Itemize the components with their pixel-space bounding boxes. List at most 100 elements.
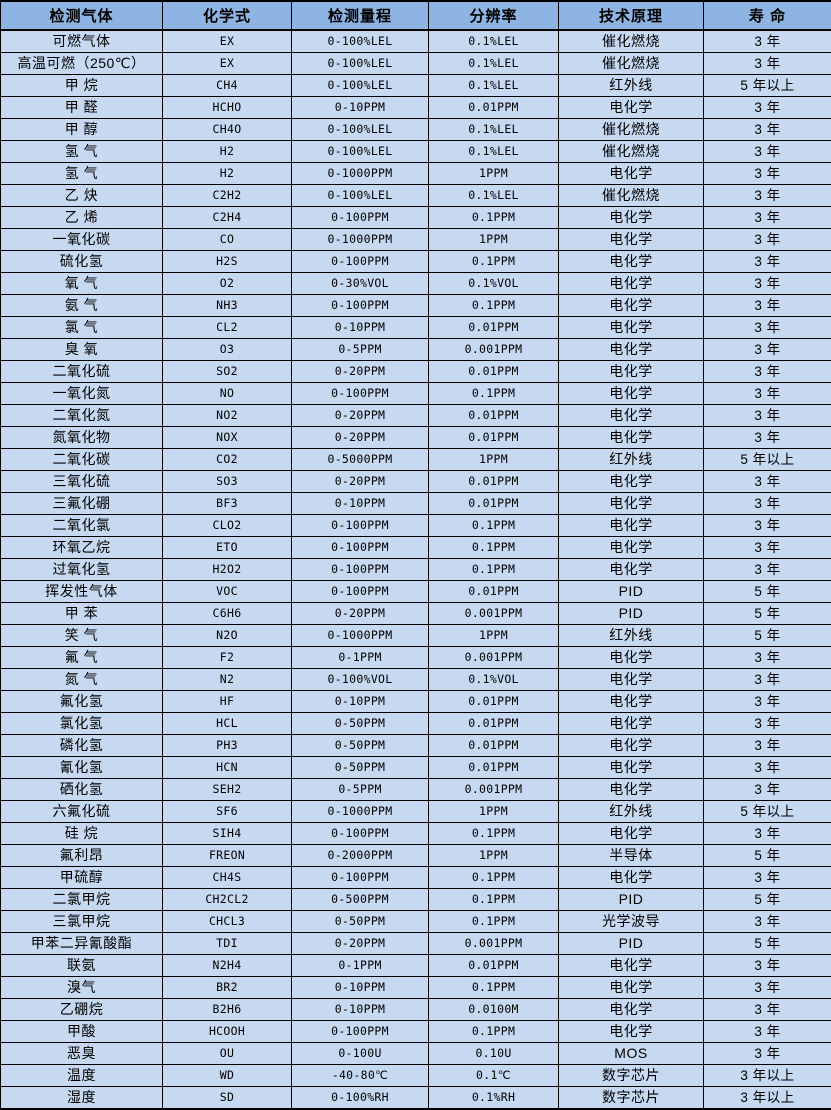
cell-form: VOC <box>163 581 292 603</box>
cell-gas: 过氧化氢 <box>1 559 163 581</box>
cell-res: 0.01PPM <box>429 735 559 757</box>
cell-tech: 电化学 <box>559 207 704 229</box>
cell-res: 0.1%LEL <box>429 141 559 163</box>
cell-life: 3 年 <box>704 97 831 119</box>
column-header-range: 检测量程 <box>292 1 429 30</box>
cell-gas: 硅 烷 <box>1 823 163 845</box>
cell-form: HCL <box>163 713 292 735</box>
cell-res: 0.1PPM <box>429 207 559 229</box>
column-header-resolution: 分辨率 <box>429 1 559 30</box>
cell-range: 0-100PPM <box>292 823 429 845</box>
cell-range: 0-20PPM <box>292 405 429 427</box>
cell-res: 0.1PPM <box>429 911 559 933</box>
cell-gas: 氮氧化物 <box>1 427 163 449</box>
cell-res: 0.001PPM <box>429 603 559 625</box>
cell-form: CO <box>163 229 292 251</box>
cell-tech: 电化学 <box>559 405 704 427</box>
cell-range: 0-100PPM <box>292 515 429 537</box>
cell-range: 0-100PPM <box>292 1021 429 1043</box>
cell-tech: 电化学 <box>559 537 704 559</box>
cell-range: 0-50PPM <box>292 757 429 779</box>
cell-life: 5 年 <box>704 889 831 911</box>
cell-gas: 乙 炔 <box>1 185 163 207</box>
cell-gas: 氢 气 <box>1 141 163 163</box>
cell-tech: 红外线 <box>559 75 704 97</box>
cell-life: 3 年 <box>704 317 831 339</box>
cell-form: F2 <box>163 647 292 669</box>
cell-gas: 臭 氧 <box>1 339 163 361</box>
cell-form: H2O2 <box>163 559 292 581</box>
cell-tech: PID <box>559 581 704 603</box>
cell-res: 0.01PPM <box>429 757 559 779</box>
cell-res: 0.1%VOL <box>429 669 559 691</box>
cell-gas: 氯 气 <box>1 317 163 339</box>
cell-res: 0.001PPM <box>429 647 559 669</box>
cell-form: H2 <box>163 163 292 185</box>
cell-range: 0-10PPM <box>292 97 429 119</box>
cell-tech: 电化学 <box>559 1021 704 1043</box>
cell-form: HCHO <box>163 97 292 119</box>
cell-gas: 二氯甲烷 <box>1 889 163 911</box>
cell-form: CL2 <box>163 317 292 339</box>
table-header: 检测气体 化学式 检测量程 分辨率 技术原理 寿 命 <box>1 1 831 30</box>
cell-life: 5 年 <box>704 603 831 625</box>
cell-tech: 电化学 <box>559 317 704 339</box>
cell-life: 5 年以上 <box>704 801 831 823</box>
cell-life: 3 年 <box>704 911 831 933</box>
cell-form: HCN <box>163 757 292 779</box>
cell-range: 0-100U <box>292 1043 429 1065</box>
cell-tech: 电化学 <box>559 999 704 1021</box>
cell-gas: 一氧化碳 <box>1 229 163 251</box>
cell-life: 3 年 <box>704 757 831 779</box>
cell-form: NO2 <box>163 405 292 427</box>
cell-form: CHCL3 <box>163 911 292 933</box>
cell-range: 0-10PPM <box>292 977 429 999</box>
cell-range: 0-100PPM <box>292 251 429 273</box>
cell-res: 0.1%LEL <box>429 53 559 75</box>
cell-res: 0.01PPM <box>429 97 559 119</box>
cell-form: CO2 <box>163 449 292 471</box>
cell-range: 0-30%VOL <box>292 273 429 295</box>
cell-tech: 催化燃烧 <box>559 119 704 141</box>
cell-res: 0.0100M <box>429 999 559 1021</box>
cell-range: -40-80℃ <box>292 1065 429 1087</box>
cell-gas: 恶臭 <box>1 1043 163 1065</box>
cell-gas: 氮 气 <box>1 669 163 691</box>
cell-life: 3 年 <box>704 30 831 53</box>
cell-tech: 数字芯片 <box>559 1087 704 1110</box>
column-header-lifespan: 寿 命 <box>704 1 831 30</box>
cell-tech: 电化学 <box>559 427 704 449</box>
cell-form: NH3 <box>163 295 292 317</box>
cell-life: 3 年 <box>704 405 831 427</box>
cell-tech: 数字芯片 <box>559 1065 704 1087</box>
cell-range: 0-100%LEL <box>292 141 429 163</box>
cell-range: 0-20PPM <box>292 603 429 625</box>
cell-life: 5 年 <box>704 933 831 955</box>
cell-life: 3 年 <box>704 295 831 317</box>
cell-form: H2S <box>163 251 292 273</box>
cell-form: CH4S <box>163 867 292 889</box>
cell-tech: 催化燃烧 <box>559 30 704 53</box>
cell-tech: 光学波导 <box>559 911 704 933</box>
cell-res: 0.01PPM <box>429 317 559 339</box>
cell-range: 0-2000PPM <box>292 845 429 867</box>
cell-gas: 甲 醇 <box>1 119 163 141</box>
cell-tech: 催化燃烧 <box>559 141 704 163</box>
cell-life: 3 年 <box>704 383 831 405</box>
cell-tech: 电化学 <box>559 735 704 757</box>
cell-range: 0-20PPM <box>292 933 429 955</box>
cell-tech: 电化学 <box>559 229 704 251</box>
